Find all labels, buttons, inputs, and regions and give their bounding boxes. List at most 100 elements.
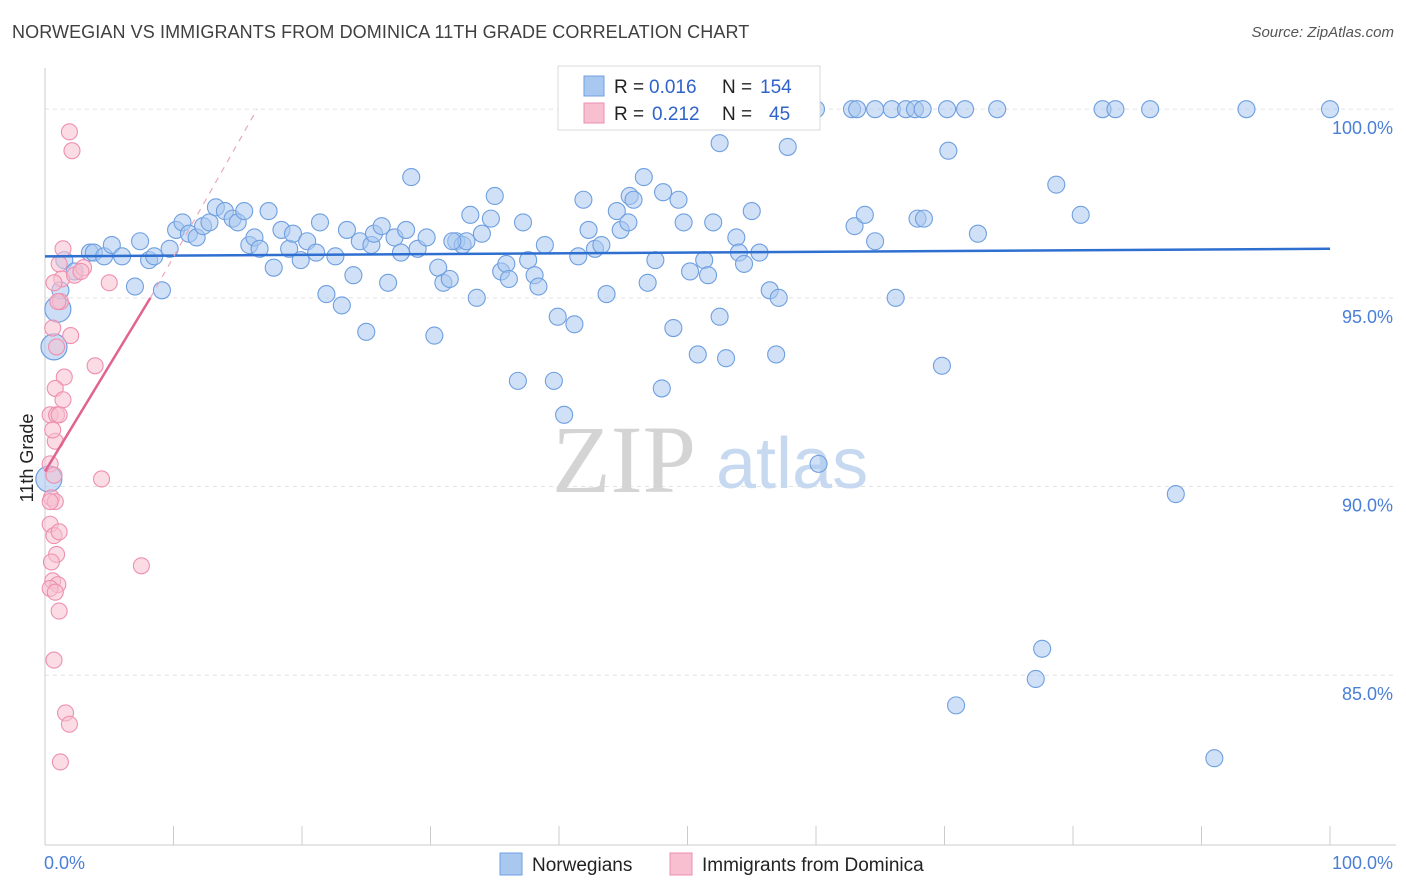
data-point <box>1237 100 1256 119</box>
data-point <box>497 254 516 273</box>
data-point <box>200 213 219 232</box>
data-point <box>50 406 68 424</box>
legend-swatch-dominica-bottom <box>669 852 693 876</box>
grid-lines <box>45 108 1396 676</box>
data-point <box>592 235 611 255</box>
data-point <box>674 213 693 232</box>
data-point <box>92 470 111 488</box>
y-tick-label: 85.0% <box>1342 684 1393 704</box>
legend-n-label-2: N = <box>722 104 752 125</box>
data-point <box>634 168 653 187</box>
legend-label-dominica: Immigrants from Dominica <box>702 855 924 876</box>
y-tick-label: 95.0% <box>1342 307 1393 327</box>
legend-r-value-2: 0.212 <box>652 104 700 125</box>
data-point <box>939 141 958 160</box>
data-point <box>704 213 723 232</box>
data-point <box>467 288 486 307</box>
data-point <box>44 319 62 337</box>
data-point <box>1205 749 1224 768</box>
legend-swatch-norwegians <box>583 75 605 97</box>
data-point <box>652 379 671 398</box>
data-point <box>100 274 118 292</box>
data-point <box>332 296 351 315</box>
data-point <box>485 186 504 206</box>
x-tick-label-max: 100.0% <box>1332 853 1393 873</box>
stats-legend: R = 0.016 N = 154 R = 0.212 N = 45 <box>557 65 821 131</box>
data-point <box>569 247 588 266</box>
data-point <box>638 273 657 292</box>
y-tick-label: 100.0% <box>1332 118 1393 138</box>
data-point <box>1106 100 1125 119</box>
data-point <box>988 100 1007 119</box>
data-point <box>508 371 527 390</box>
data-point <box>579 220 598 239</box>
data-point <box>317 285 336 304</box>
data-point <box>669 190 688 209</box>
data-point <box>379 273 398 292</box>
data-point <box>310 213 330 232</box>
trend-lines <box>43 108 1331 473</box>
data-point <box>417 228 436 247</box>
data-point <box>607 202 626 221</box>
data-point <box>62 327 80 345</box>
watermark-zip: ZIP <box>552 406 696 513</box>
data-point <box>968 224 987 243</box>
series-norwegians-points <box>35 100 1340 768</box>
data-point <box>44 421 62 439</box>
data-point <box>519 251 538 270</box>
data-point <box>624 190 643 209</box>
data-point <box>55 368 73 386</box>
data-point <box>938 100 957 119</box>
data-point <box>50 602 68 620</box>
data-point <box>947 696 966 715</box>
data-point <box>845 217 864 236</box>
data-point <box>555 405 574 424</box>
data-point <box>264 258 283 277</box>
data-point <box>425 326 444 345</box>
data-point <box>472 224 491 243</box>
data-point <box>913 100 932 119</box>
data-point <box>646 251 665 270</box>
data-point <box>681 262 700 281</box>
data-point <box>326 247 345 266</box>
series-legend: Norwegians Immigrants from Dominica <box>499 852 924 876</box>
data-point <box>54 240 72 258</box>
data-point <box>54 391 72 409</box>
data-point <box>699 266 718 285</box>
data-point <box>1026 669 1045 689</box>
legend-n-label-1: N = <box>722 77 752 98</box>
data-point <box>391 243 410 262</box>
data-point <box>695 251 714 270</box>
watermark: ZIP atlas <box>552 406 868 513</box>
data-point <box>1071 205 1090 224</box>
data-point <box>125 277 144 296</box>
data-point <box>440 269 459 289</box>
legend-n-value-2: 45 <box>769 104 790 125</box>
data-point <box>710 307 729 326</box>
data-point <box>50 255 68 273</box>
data-point <box>344 266 363 285</box>
data-point <box>41 493 59 511</box>
data-point <box>402 168 421 187</box>
data-point <box>932 356 951 375</box>
data-point <box>48 338 66 356</box>
data-point <box>372 217 391 236</box>
source-credit: Source: ZipAtlas.com <box>1251 24 1394 41</box>
data-point <box>866 232 885 251</box>
data-point <box>152 281 171 300</box>
data-point <box>357 322 376 341</box>
data-point <box>45 274 63 292</box>
x-tick-labels: 0.0% 100.0% <box>44 853 1393 873</box>
data-point <box>1033 639 1052 658</box>
data-point <box>132 557 150 575</box>
axes <box>44 68 1396 846</box>
data-point <box>548 307 567 326</box>
watermark-atlas: atlas <box>716 424 868 504</box>
legend-r-value-1: 0.016 <box>649 77 697 98</box>
data-point <box>1320 100 1340 119</box>
data-point <box>597 285 616 304</box>
data-point <box>809 454 828 473</box>
data-point <box>866 100 885 119</box>
data-point <box>499 269 518 289</box>
